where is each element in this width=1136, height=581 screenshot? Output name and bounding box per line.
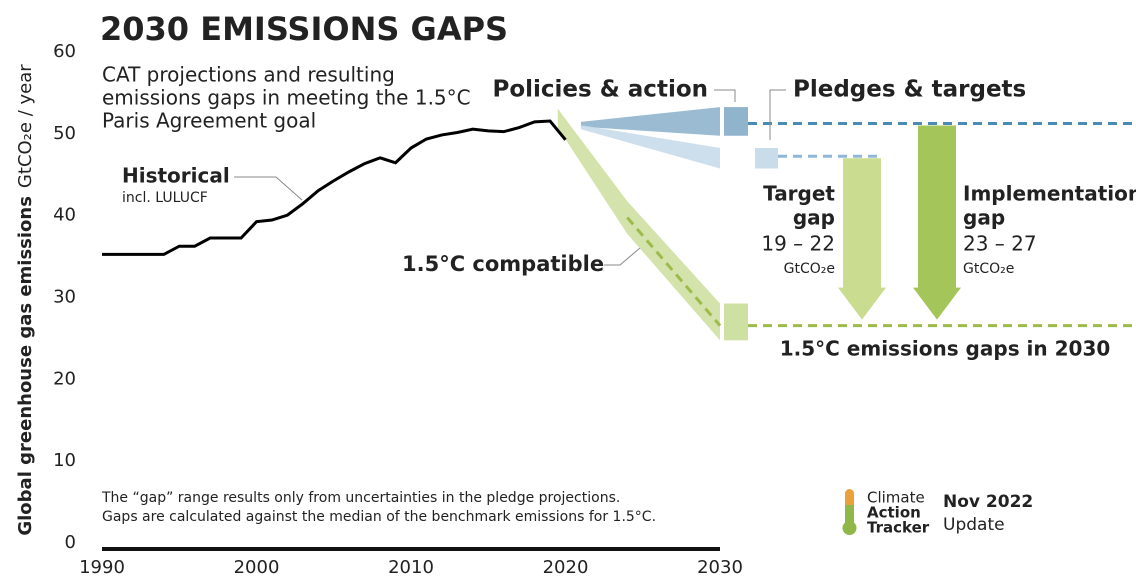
leader <box>769 89 786 140</box>
band <box>557 108 720 341</box>
y-axis-label: Global greenhouse gas emissions GtCO₂e / … <box>15 64 36 536</box>
y-tick-label: 10 <box>53 450 76 471</box>
date: Nov 2022 <box>943 492 1033 512</box>
range-box <box>724 303 748 341</box>
gap-caption: 1.5°C emissions gaps in 2030 <box>780 337 1111 361</box>
logo-text: Action <box>867 504 921 522</box>
logo-text: Tracker <box>867 519 930 537</box>
footnote: Gaps are calculated against the median o… <box>102 509 656 525</box>
subtitle: CAT projections and resulting <box>102 63 395 87</box>
y-tick-label: 50 <box>53 123 76 144</box>
x-tick-label: 2020 <box>543 557 589 578</box>
series-label: Historical <box>122 164 230 188</box>
gap-unit: GtCO₂e <box>963 261 1014 277</box>
gap-unit: GtCO₂e <box>784 261 835 277</box>
y-label-unit: GtCO₂e / year <box>15 64 36 188</box>
x-tick-label: 2010 <box>388 557 434 578</box>
subtitle: Paris Agreement goal <box>102 109 316 133</box>
y-tick-label: 60 <box>53 41 76 62</box>
gap-arrow <box>913 125 961 320</box>
gap-name: gap <box>793 206 835 230</box>
x-tick-label: 2000 <box>234 557 280 578</box>
y-label-main: Global greenhouse gas emissions <box>15 196 36 536</box>
footnote: The “gap” range results only from uncert… <box>101 490 620 506</box>
range-box <box>724 107 748 136</box>
thermometer-bulb <box>842 521 857 535</box>
y-tick-label: 0 <box>65 532 76 553</box>
gap-name: Target <box>763 182 835 206</box>
band-median <box>626 216 722 327</box>
gap-range: 19 – 22 <box>761 232 835 256</box>
line <box>102 119 567 256</box>
leader <box>604 247 641 266</box>
thermometer-low <box>845 505 854 523</box>
leader <box>234 176 303 201</box>
band <box>580 107 720 136</box>
x-tick-label: 2030 <box>697 557 743 578</box>
gap-name: gap <box>963 206 1005 230</box>
series-note: incl. LULUCF <box>122 190 208 206</box>
band <box>580 125 720 169</box>
band-label: 1.5°C compatible <box>402 252 604 276</box>
y-tick-label: 20 <box>53 368 76 389</box>
x-tick-label: 1990 <box>79 557 125 578</box>
y-tick-label: 30 <box>53 287 76 308</box>
subtitle: emissions gaps in meeting the 1.5°C <box>102 86 471 110</box>
gap-name: Implementation <box>963 182 1136 206</box>
leader <box>714 89 736 102</box>
logo-text: Climate <box>867 489 925 507</box>
range-box <box>755 148 778 169</box>
gap-arrow <box>838 158 886 320</box>
gap-range: 23 – 27 <box>963 232 1037 256</box>
y-tick-label: 40 <box>53 205 76 226</box>
band-label: Pledges & targets <box>793 77 1026 103</box>
update: Update <box>943 515 1005 535</box>
band-label: Policies & action <box>492 77 708 103</box>
chart-title: 2030 EMISSIONS GAPS <box>100 10 508 48</box>
